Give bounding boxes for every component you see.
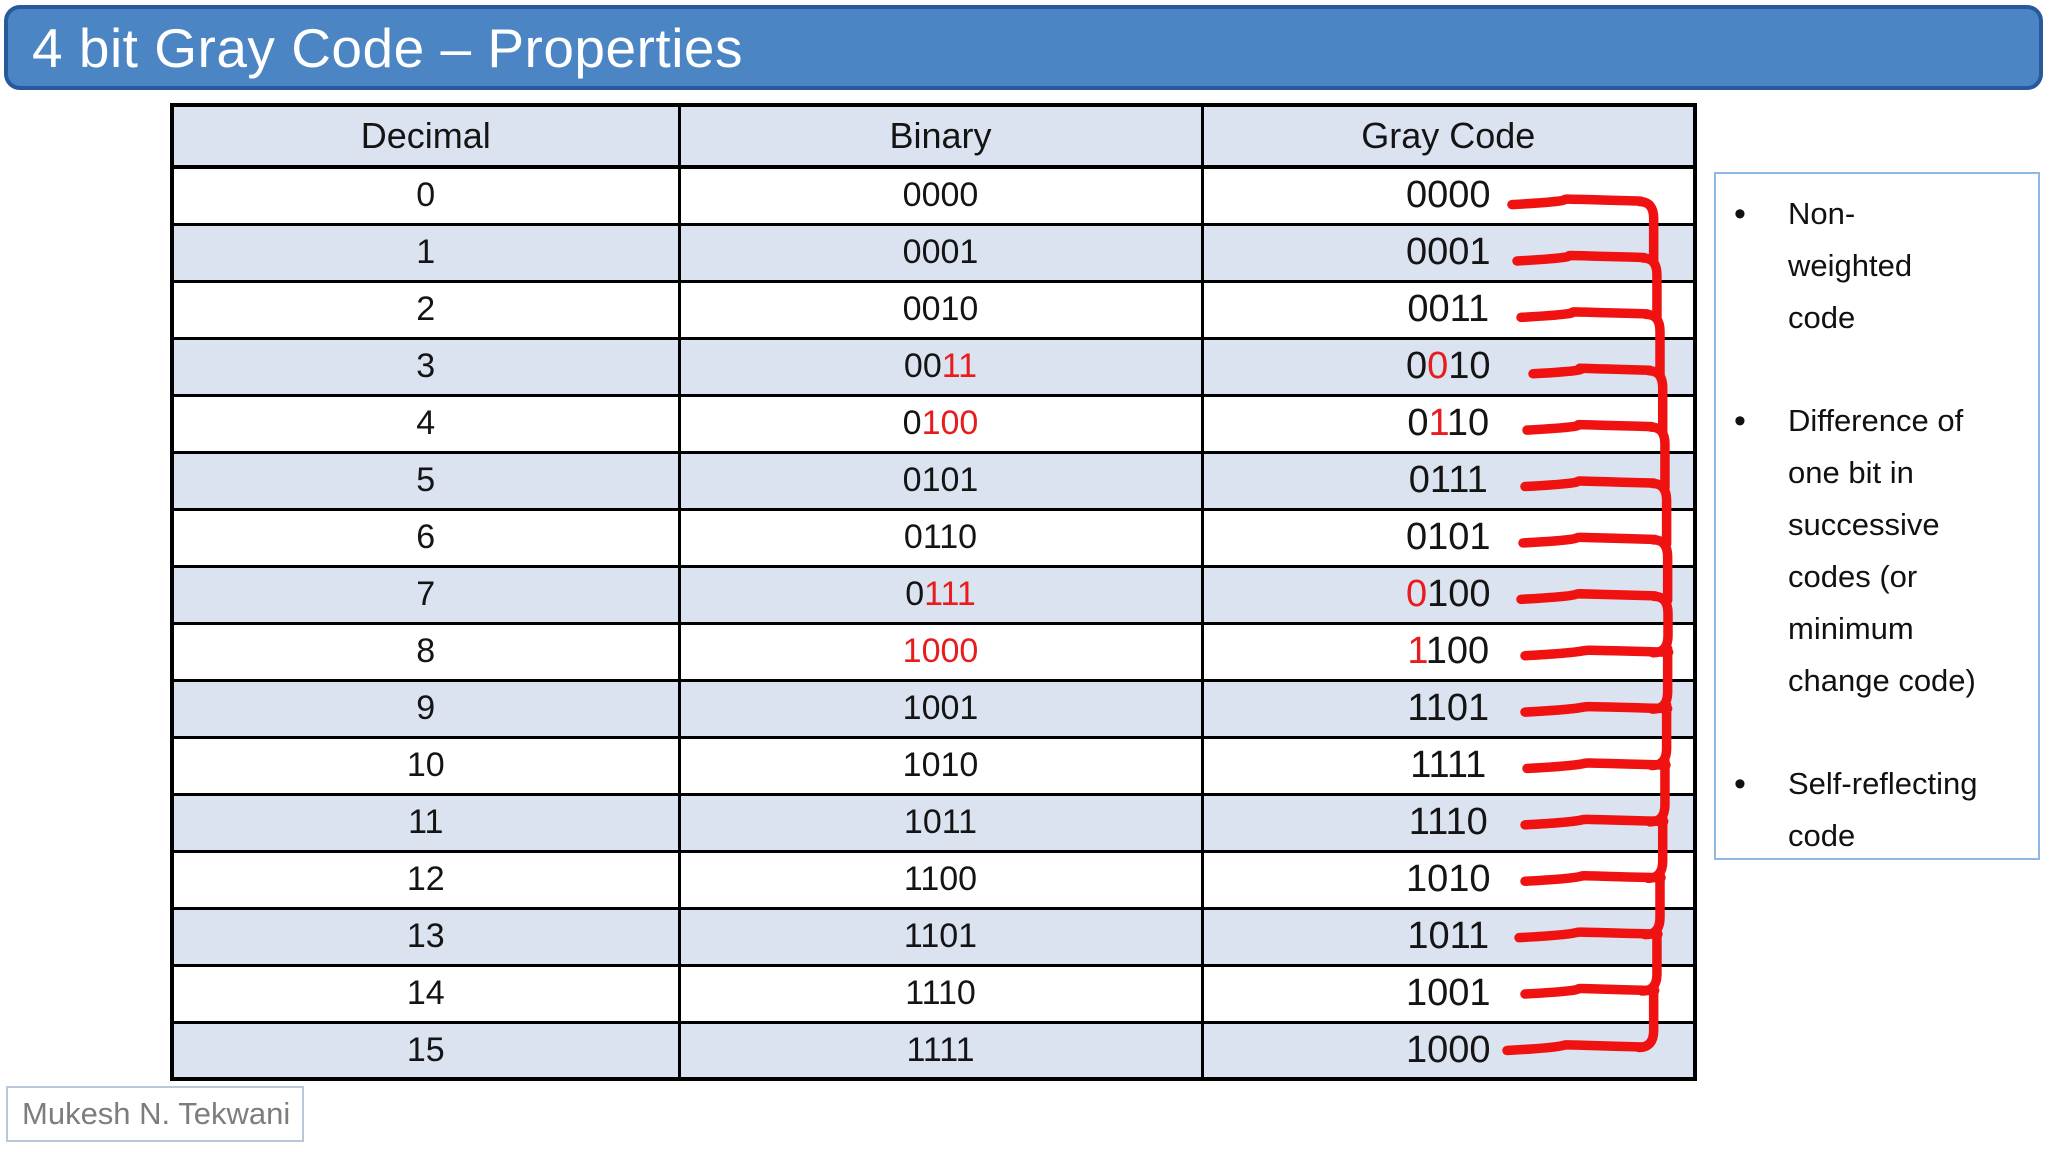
gray-code-cell: 1001 — [1200, 963, 1697, 1024]
binary-cell: 0000 — [677, 165, 1204, 226]
decimal-cell: 5 — [170, 450, 681, 511]
decimal-cell: 0 — [170, 165, 681, 226]
binary-cell: 0010 — [677, 279, 1204, 340]
binary-cell: 1011 — [677, 792, 1204, 853]
binary-cell: 1111 — [677, 1020, 1204, 1081]
decimal-cell: 8 — [170, 621, 681, 682]
gray-code-cell: 0100 — [1200, 564, 1697, 625]
decimal-cell: 12 — [170, 849, 681, 910]
note-item: Difference of one bit in successive code… — [1716, 395, 2032, 707]
table-row: 10 1010 1111 — [170, 735, 1697, 796]
binary-cell: 1001 — [677, 678, 1204, 739]
gray-code-cell: 0101 — [1200, 507, 1697, 568]
binary-cell: 1100 — [677, 849, 1204, 910]
table-row: 13 1101 1011 — [170, 906, 1697, 967]
decimal-cell: 7 — [170, 564, 681, 625]
properties-list: Non- weighted code Difference of one bit … — [1716, 188, 2032, 862]
column-header-decimal: Decimal — [170, 103, 681, 169]
table-body: 0 0000 0000 1 0001 0001 2 0010 0011 3 0011 0010 4 010… — [170, 165, 1697, 1081]
gray-code-cell: 0001 — [1200, 222, 1697, 283]
table-row: 1 0001 0001 — [170, 222, 1697, 283]
binary-cell: 0001 — [677, 222, 1204, 283]
binary-cell: 0110 — [677, 507, 1204, 568]
binary-cell: 0111 — [677, 564, 1204, 625]
gray-code-cell: 1110 — [1200, 792, 1697, 853]
table-row: 8 1000 1100 — [170, 621, 1697, 682]
binary-cell: 1000 — [677, 621, 1204, 682]
gray-code-cell: 0110 — [1200, 393, 1697, 454]
table-row: 15 1111 1000 — [170, 1020, 1697, 1081]
decimal-cell: 4 — [170, 393, 681, 454]
binary-cell: 1110 — [677, 963, 1204, 1024]
gray-code-cell: 1011 — [1200, 906, 1697, 967]
decimal-cell: 3 — [170, 336, 681, 397]
binary-cell: 0100 — [677, 393, 1204, 454]
gray-code-cell: 1111 — [1200, 735, 1697, 796]
page-title: 4 bit Gray Code – Properties — [32, 17, 744, 79]
decimal-cell: 14 — [170, 963, 681, 1024]
gray-code-cell: 0010 — [1200, 336, 1697, 397]
decimal-cell: 13 — [170, 906, 681, 967]
decimal-cell: 10 — [170, 735, 681, 796]
gray-code-cell: 1101 — [1200, 678, 1697, 739]
column-header-gray-code: Gray Code — [1200, 103, 1697, 169]
gray-code-cell: 1000 — [1200, 1020, 1697, 1081]
decimal-cell: 15 — [170, 1020, 681, 1081]
table-row: 5 0101 0111 — [170, 450, 1697, 511]
table-row: 6 0110 0101 — [170, 507, 1697, 568]
table-row: 3 0011 0010 — [170, 336, 1697, 397]
table-row: 14 1110 1001 — [170, 963, 1697, 1024]
decimal-cell: 2 — [170, 279, 681, 340]
binary-cell: 1010 — [677, 735, 1204, 796]
table-row: 4 0100 0110 — [170, 393, 1697, 454]
slide-title-bar: 4 bit Gray Code – Properties — [4, 5, 2043, 90]
decimal-cell: 11 — [170, 792, 681, 853]
gray-code-table: Decimal Binary Gray Code 0 0000 0000 1 0001 0… — [170, 103, 1697, 1081]
gray-code-cell: 0111 — [1200, 450, 1697, 511]
table-row: 0 0000 0000 — [170, 165, 1697, 226]
table-row: 12 1100 1010 — [170, 849, 1697, 910]
decimal-cell: 6 — [170, 507, 681, 568]
table-row: 7 0111 0100 — [170, 564, 1697, 625]
properties-panel: Non- weighted code Difference of one bit … — [1714, 172, 2040, 860]
column-header-binary: Binary — [677, 103, 1204, 169]
binary-cell: 0101 — [677, 450, 1204, 511]
gray-code-cell: 1010 — [1200, 849, 1697, 910]
binary-cell: 0011 — [677, 336, 1204, 397]
table-row: 11 1011 1110 — [170, 792, 1697, 853]
decimal-cell: 9 — [170, 678, 681, 739]
binary-cell: 1101 — [677, 906, 1204, 967]
table-row: 9 1001 1101 — [170, 678, 1697, 739]
gray-code-cell: 1100 — [1200, 621, 1697, 682]
table-row: 2 0010 0011 — [170, 279, 1697, 340]
author-credit: Mukesh N. Tekwani — [6, 1086, 304, 1142]
gray-code-cell: 0011 — [1200, 279, 1697, 340]
note-item: Self-reflecting code — [1716, 758, 2032, 862]
gray-code-cell: 0000 — [1200, 165, 1697, 226]
note-item: Non- weighted code — [1716, 188, 2032, 344]
decimal-cell: 1 — [170, 222, 681, 283]
table-header-row: Decimal Binary Gray Code — [170, 103, 1697, 169]
